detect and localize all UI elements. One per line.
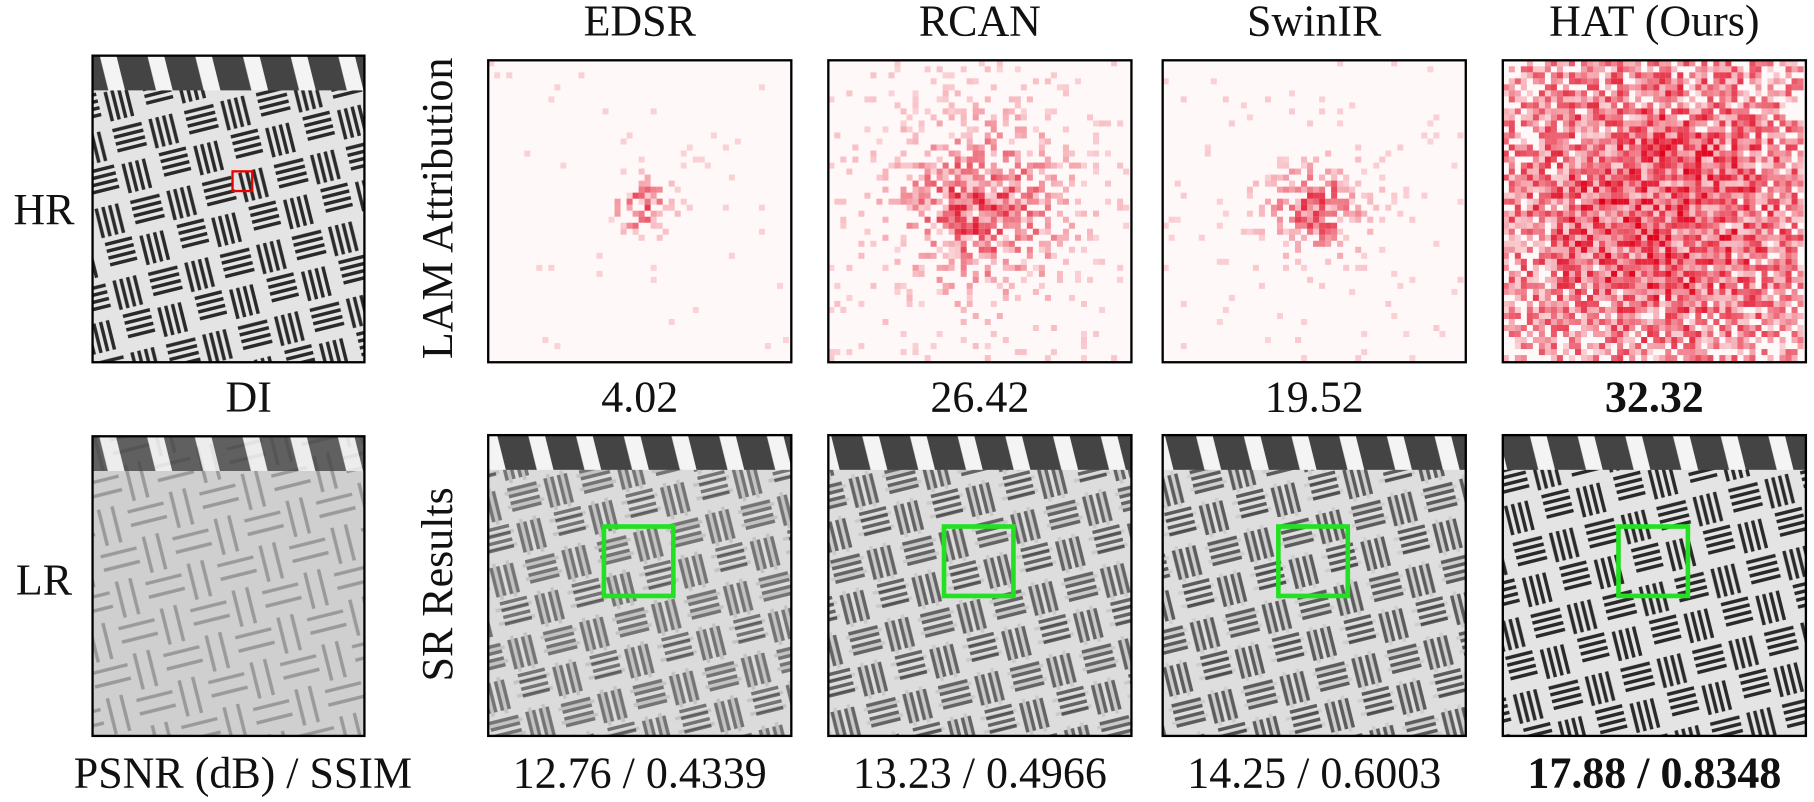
sr-image <box>1161 433 1467 738</box>
psnr-ssim: 17.88 / 0.8348 <box>1527 749 1781 798</box>
di-value: 4.02 <box>601 373 678 422</box>
di-value: 32.32 <box>1605 373 1704 422</box>
lam-map <box>1161 59 1467 364</box>
sr-image <box>1501 433 1808 738</box>
metric-label: PSNR (dB) / SSIM <box>74 749 412 798</box>
lr-image <box>91 435 366 738</box>
lam-map <box>827 59 1133 364</box>
di-value: 26.42 <box>930 373 1029 422</box>
method-name: SwinIR <box>1247 0 1382 46</box>
psnr-ssim: 13.23 / 0.4966 <box>853 749 1107 798</box>
di-value: 19.52 <box>1265 373 1364 422</box>
method-name: EDSR <box>584 0 697 46</box>
di-label: DI <box>226 373 272 422</box>
lam-map <box>487 59 793 364</box>
sr-image <box>827 433 1133 738</box>
method-name: HAT (Ours) <box>1549 0 1759 46</box>
row-label: LR <box>16 555 73 604</box>
side-label: SR Results <box>413 487 462 681</box>
psnr-ssim: 12.76 / 0.4339 <box>513 749 767 798</box>
hr-image <box>91 54 366 364</box>
row-label: HR <box>13 185 75 234</box>
sr-image <box>487 433 793 738</box>
lam-map <box>1501 59 1808 364</box>
method-name: RCAN <box>919 0 1041 46</box>
side-label: LAM Attribution <box>413 58 462 360</box>
psnr-ssim: 14.25 / 0.6003 <box>1187 749 1441 798</box>
